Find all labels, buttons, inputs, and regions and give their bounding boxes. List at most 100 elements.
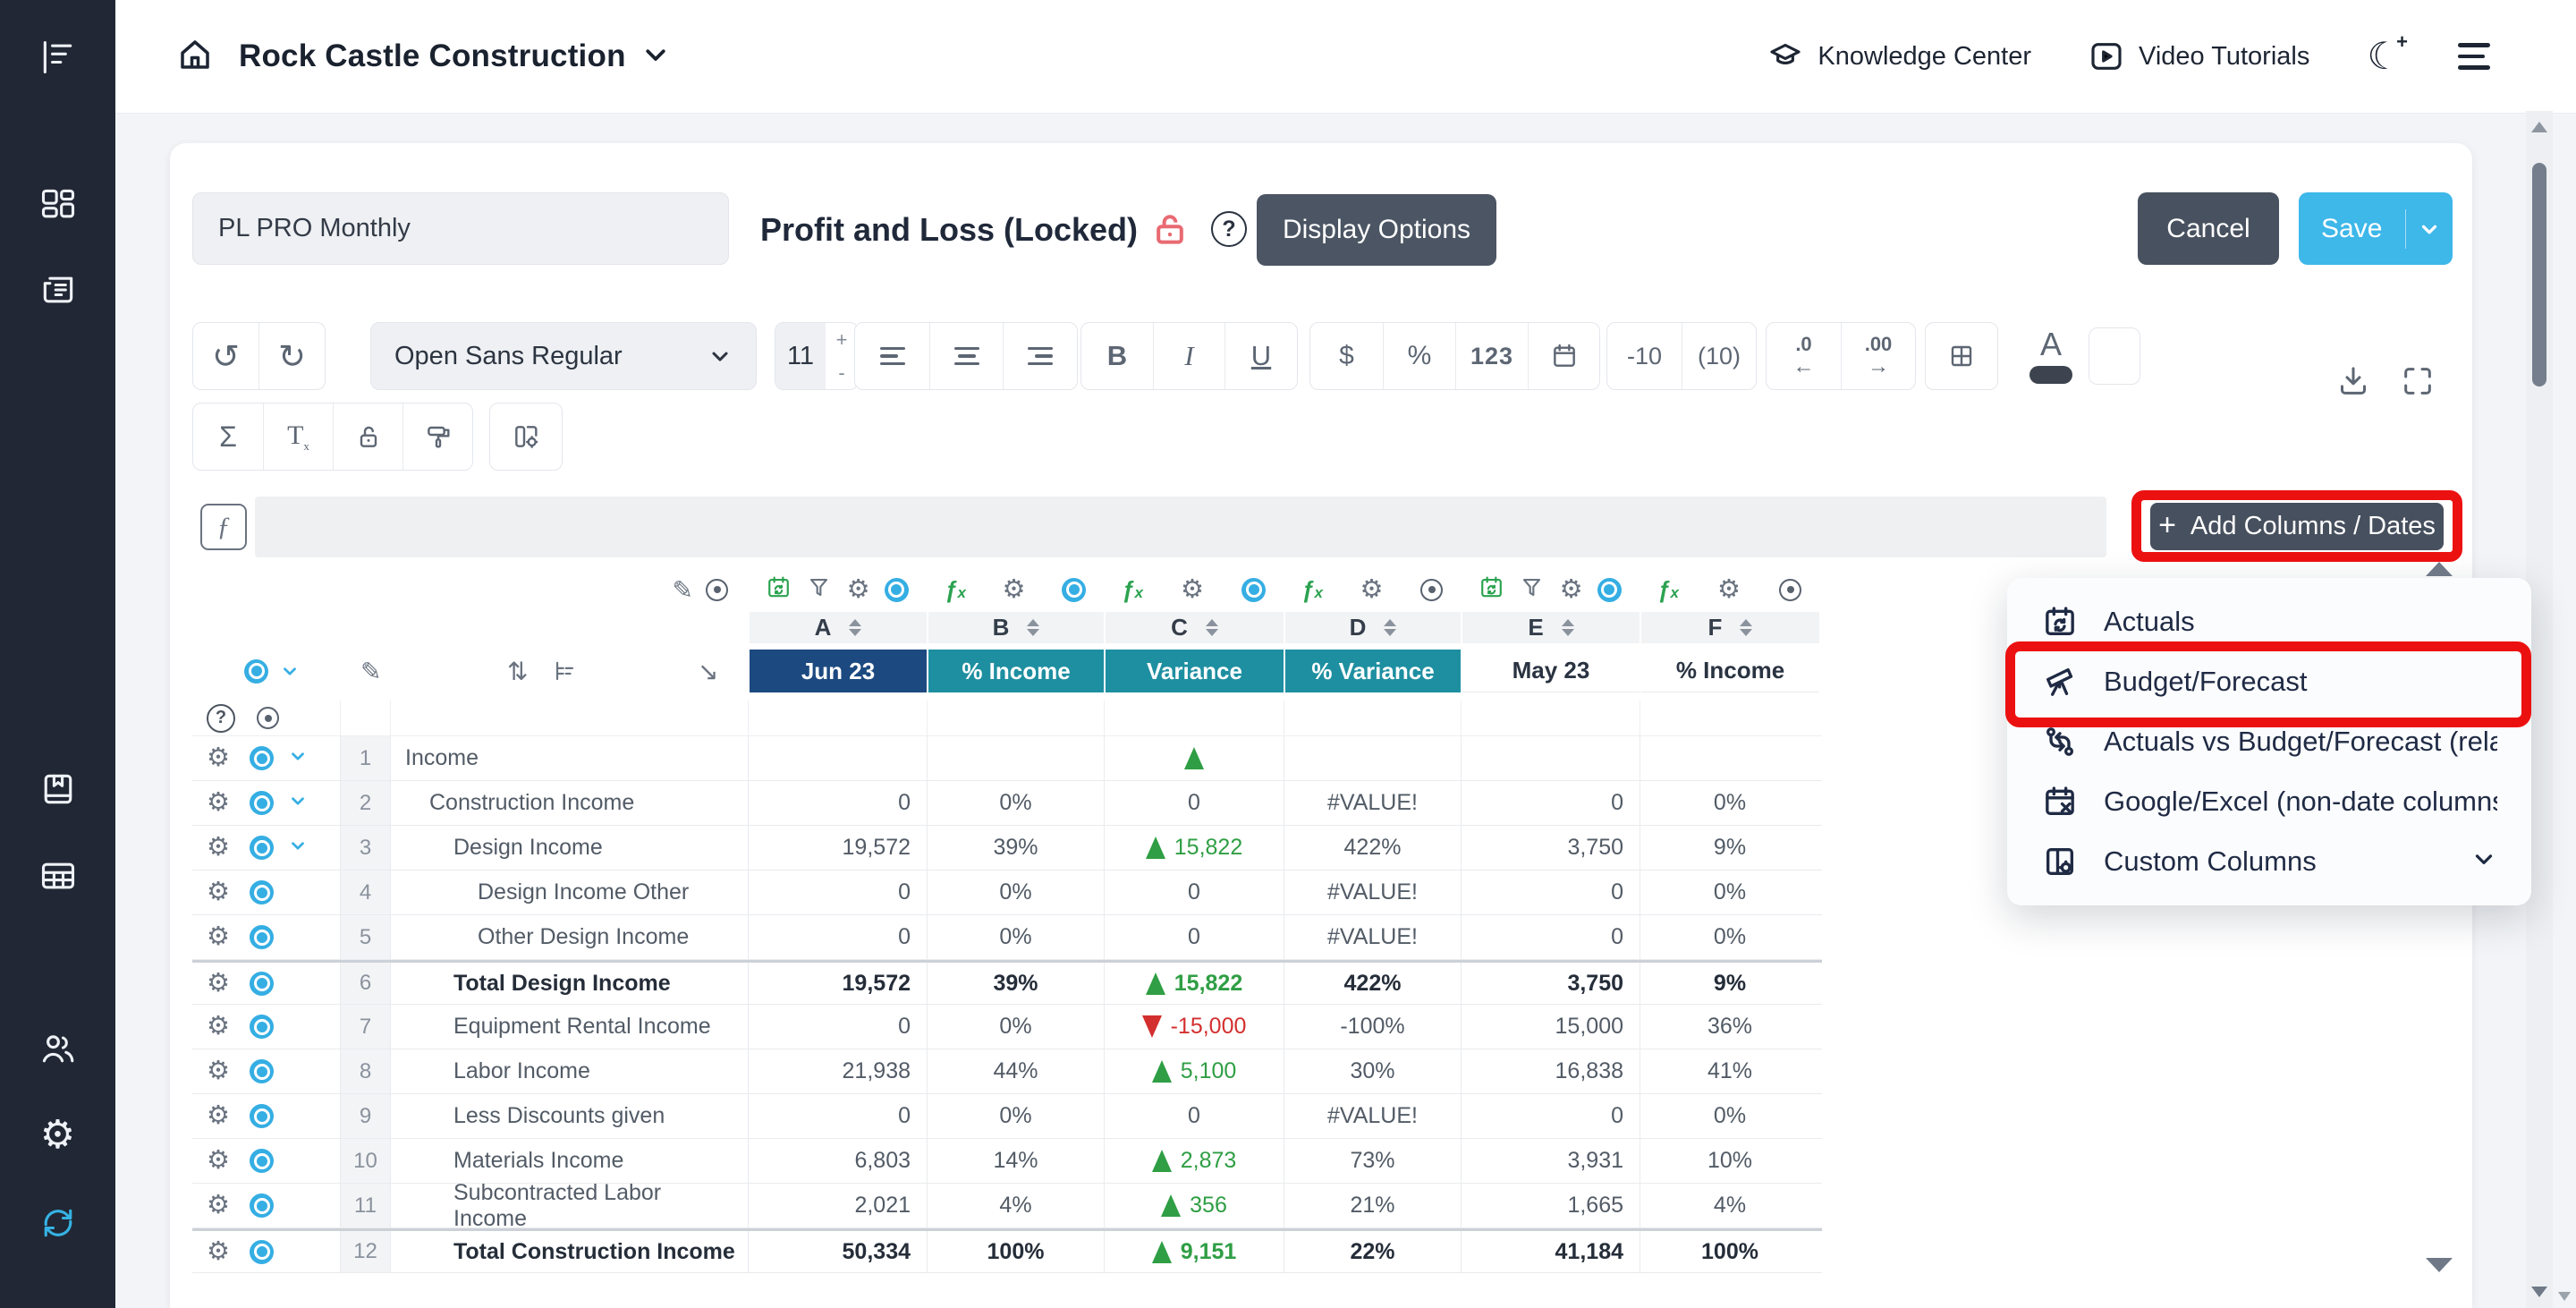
filter-icon[interactable] (806, 574, 832, 605)
font-select[interactable]: Open Sans Regular (370, 322, 757, 390)
formula-input[interactable] (255, 497, 2106, 557)
account-name[interactable]: Construction Income (390, 781, 748, 825)
font-size-increase[interactable]: + (835, 327, 848, 351)
formula-fx-icon[interactable]: ƒx (1301, 575, 1323, 603)
cell-E9[interactable]: 0 (1461, 1094, 1640, 1138)
text-color-button[interactable]: A (2028, 324, 2074, 388)
cell-C8[interactable]: 5,100 (1104, 1049, 1284, 1093)
menu-item-actuals-vs-budget-forecast-relati[interactable]: Actuals vs Budget/Forecast (relati... (2007, 714, 2531, 769)
column-letter-D[interactable]: D (1284, 612, 1461, 643)
cell-B8[interactable]: 44% (927, 1049, 1104, 1093)
unlock-button[interactable] (333, 403, 402, 470)
eye-visible-icon[interactable] (250, 1239, 274, 1264)
gear-icon[interactable]: ⚙ (207, 743, 230, 772)
cell-F9[interactable]: 0% (1640, 1094, 1819, 1138)
eye-visible-icon[interactable] (1597, 577, 1622, 602)
italic-button[interactable]: I (1153, 323, 1224, 389)
settings-icon[interactable]: ⚙ (39, 1113, 76, 1157)
gear-icon[interactable]: ⚙ (207, 922, 230, 951)
sort-icon[interactable] (1027, 619, 1040, 636)
cell-D5[interactable]: #VALUE! (1284, 915, 1461, 959)
save-dropdown-icon[interactable] (2406, 217, 2453, 241)
align-right-button[interactable] (1003, 323, 1077, 389)
gear-icon[interactable]: ⚙ (207, 1012, 230, 1040)
menu-caret-up-icon[interactable] (2426, 562, 2453, 576)
gear-icon[interactable]: ⚙ (1002, 574, 1026, 604)
cell-B7[interactable]: 0% (927, 1005, 1104, 1049)
eye-visible-icon[interactable] (250, 925, 274, 949)
chevron-down-icon[interactable] (280, 661, 300, 681)
gear-icon[interactable]: ⚙ (207, 1057, 230, 1085)
edit-pencil-icon[interactable]: ✎ (360, 657, 382, 685)
cell-C4[interactable]: 0 (1104, 871, 1284, 914)
gear-icon[interactable]: ⚙ (1180, 574, 1204, 604)
cell-D1[interactable] (1284, 736, 1461, 780)
column-header-E[interactable]: May 23 (1461, 650, 1640, 692)
date-format-button[interactable] (1528, 323, 1599, 389)
eye-hidden-icon[interactable] (1420, 578, 1443, 601)
download-icon[interactable] (2333, 361, 2374, 402)
cell-B9[interactable]: 0% (927, 1094, 1104, 1138)
scrollbar-thumb[interactable] (2532, 163, 2546, 386)
column-header-C[interactable]: Variance (1104, 650, 1284, 692)
cell-F6[interactable]: 9% (1640, 963, 1819, 1004)
underline-button[interactable]: U (1224, 323, 1297, 389)
column-letter-C[interactable]: C (1104, 612, 1284, 643)
redo-button[interactable]: ↻ (258, 323, 325, 389)
menu-item-google-excel-non-date-columns[interactable]: Google/Excel (non-date columns) (2007, 774, 2531, 829)
scroll-down-icon[interactable] (2531, 1287, 2547, 1297)
calendar-sync-icon[interactable] (766, 574, 792, 605)
cell-E2[interactable]: 0 (1461, 781, 1640, 825)
eye-hidden-icon[interactable] (1779, 578, 1801, 601)
cell-F1[interactable] (1640, 736, 1819, 780)
account-name[interactable]: Materials Income (390, 1139, 748, 1183)
cell-E5[interactable]: 0 (1461, 915, 1640, 959)
formula-fx-icon[interactable]: ƒx (1122, 575, 1143, 603)
cell-E1[interactable] (1461, 736, 1640, 780)
cell-E7[interactable]: 15,000 (1461, 1005, 1640, 1049)
cell-A1[interactable] (748, 736, 927, 780)
cell-E11[interactable]: 1,665 (1461, 1184, 1640, 1227)
chevron-down-icon[interactable] (288, 791, 308, 815)
cell-A3[interactable]: 19,572 (748, 826, 927, 870)
dark-mode-toggle-icon[interactable]: ☾ + (2367, 30, 2408, 77)
cell-A7[interactable]: 0 (748, 1005, 927, 1049)
cell-D11[interactable]: 21% (1284, 1184, 1461, 1227)
cell-B4[interactable]: 0% (927, 871, 1104, 914)
cell-B3[interactable]: 39% (927, 826, 1104, 870)
percent-format-button[interactable]: % (1383, 323, 1455, 389)
column-header-D[interactable]: % Variance (1284, 650, 1461, 692)
eye-visible-icon[interactable] (250, 791, 274, 815)
cell-C11[interactable]: 356 (1104, 1184, 1284, 1227)
cell-D3[interactable]: 422% (1284, 826, 1461, 870)
eye-visible-icon[interactable] (250, 746, 274, 770)
negative-plain-button[interactable]: -10 (1626, 342, 1663, 369)
eye-visible-icon[interactable] (250, 1015, 274, 1039)
cell-C10[interactable]: 2,873 (1104, 1139, 1284, 1183)
sort-icon[interactable] (1740, 619, 1753, 636)
account-name[interactable]: Total Design Income (390, 963, 748, 1004)
cell-F8[interactable]: 41% (1640, 1049, 1819, 1093)
eye-visible-icon[interactable] (250, 1149, 274, 1173)
cancel-button[interactable]: Cancel (2138, 192, 2279, 265)
cell-C12[interactable]: 9,151 (1104, 1231, 1284, 1272)
column-header-F[interactable]: % Income (1640, 650, 1819, 692)
fullscreen-icon[interactable] (2397, 361, 2438, 402)
calendar-sync-icon[interactable] (1479, 574, 1504, 605)
cell-A2[interactable]: 0 (748, 781, 927, 825)
scroll-up-icon[interactable] (2531, 122, 2547, 132)
hamburger-menu-icon[interactable] (2458, 43, 2490, 70)
company-selector[interactable]: Rock Castle Construction (239, 38, 669, 74)
sort-updown-icon[interactable]: ⇅ (507, 657, 529, 685)
formula-fx-icon[interactable]: ƒx (945, 575, 966, 603)
cell-D9[interactable]: #VALUE! (1284, 1094, 1461, 1138)
cell-C1[interactable] (1104, 736, 1284, 780)
edit-pencil-icon[interactable]: ✎ (672, 575, 693, 604)
dashboard-icon[interactable] (37, 183, 80, 226)
currency-format-button[interactable]: $ (1339, 341, 1354, 370)
cell-A12[interactable]: 50,334 (748, 1231, 927, 1272)
sort-icon[interactable] (1205, 619, 1218, 636)
cell-B11[interactable]: 4% (927, 1184, 1104, 1227)
cell-A9[interactable]: 0 (748, 1094, 927, 1138)
decrease-decimal-button[interactable]: .0 ← (1792, 333, 1815, 378)
